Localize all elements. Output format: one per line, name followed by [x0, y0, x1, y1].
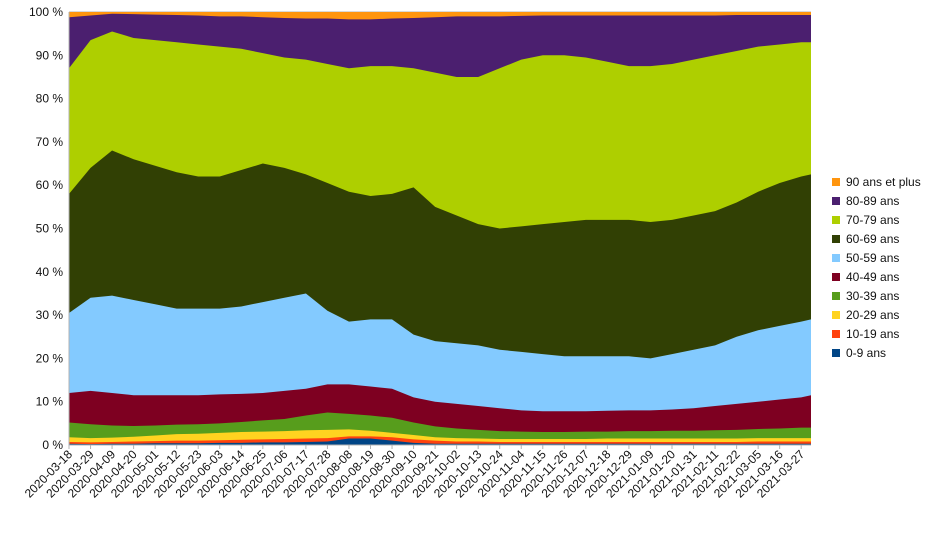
legend-swatch	[832, 177, 840, 186]
legend-label: 40-49 ans	[846, 269, 900, 284]
legend-item: 0-9 ans	[832, 343, 921, 362]
legend-label: 0-9 ans	[846, 345, 887, 360]
legend-label: 90 ans et plus	[846, 174, 921, 189]
y-tick-label: 100 %	[29, 5, 63, 19]
axes: 0 % 10 % 20 % 30 % 40 % 50 % 60 % 70 % 80 % 90 % 1…	[22, 5, 811, 501]
legend-item: 70-79 ans	[832, 210, 921, 229]
legend-swatch	[832, 329, 840, 338]
legend-swatch	[832, 272, 840, 281]
legend-label: 80-89 ans	[846, 193, 900, 208]
legend-label: 30-39 ans	[846, 288, 900, 303]
legend-swatch	[832, 215, 840, 224]
legend-item: 30-39 ans	[832, 286, 921, 305]
area-series	[69, 12, 811, 446]
y-tick-label: 90 %	[36, 48, 64, 62]
legend: 90 ans et plus 80-89 ans 70-79 ans 60-69 an…	[832, 172, 921, 362]
y-tick-label: 20 %	[36, 351, 64, 365]
y-tick-label: 10 %	[36, 395, 64, 409]
legend-swatch	[832, 234, 840, 243]
y-tick-label: 60 %	[36, 178, 64, 192]
y-tick-label: 0 %	[42, 438, 63, 452]
legend-item: 10-19 ans	[832, 324, 921, 343]
y-tick-label: 80 %	[36, 92, 64, 106]
y-tick-label: 50 %	[36, 222, 64, 236]
legend-item: 60-69 ans	[832, 229, 921, 248]
y-tick-label: 40 %	[36, 265, 64, 279]
legend-label: 20-29 ans	[846, 307, 900, 322]
legend-swatch	[832, 196, 840, 205]
legend-label: 60-69 ans	[846, 231, 900, 246]
legend-item: 50-59 ans	[832, 248, 921, 267]
legend-swatch	[832, 310, 840, 319]
legend-label: 10-19 ans	[846, 326, 900, 341]
legend-swatch	[832, 253, 840, 262]
legend-label: 50-59 ans	[846, 250, 900, 265]
legend-item: 80-89 ans	[832, 191, 921, 210]
y-tick-label: 70 %	[36, 135, 64, 149]
legend-item: 20-29 ans	[832, 305, 921, 324]
y-tick-label: 30 %	[36, 308, 64, 322]
area-0-9-ans	[69, 438, 811, 445]
legend-label: 70-79 ans	[846, 212, 900, 227]
legend-swatch	[832, 348, 840, 357]
legend-item: 90 ans et plus	[832, 172, 921, 191]
legend-swatch	[832, 291, 840, 300]
legend-item: 40-49 ans	[832, 267, 921, 286]
